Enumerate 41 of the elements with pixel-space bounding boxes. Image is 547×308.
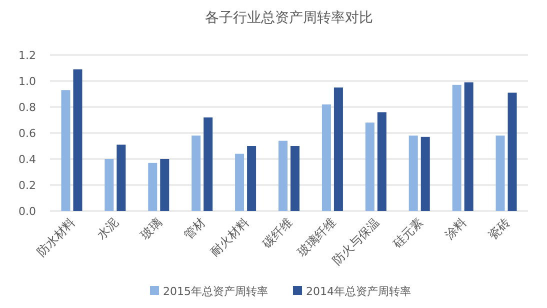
y-tick-label: 1.0 bbox=[18, 75, 36, 88]
x-tick-label: 碳纤维 bbox=[259, 215, 296, 252]
y-tick-label: 0.4 bbox=[18, 153, 36, 166]
bar bbox=[235, 154, 244, 211]
chart-title: 各子行业总资产周转率对比 bbox=[205, 10, 373, 26]
x-tick-label: 玻璃 bbox=[138, 215, 165, 242]
y-tick-label: 0.2 bbox=[18, 179, 36, 192]
bar bbox=[247, 146, 256, 211]
bar bbox=[452, 84, 462, 211]
bar bbox=[496, 136, 505, 211]
bar bbox=[73, 69, 82, 211]
bar bbox=[365, 122, 374, 211]
x-tick-label: 耐火材料 bbox=[208, 215, 252, 260]
bar bbox=[290, 146, 300, 211]
bar bbox=[322, 104, 331, 211]
y-tick-label: 0.0 bbox=[18, 205, 36, 218]
bar bbox=[116, 144, 126, 211]
x-tick-label: 涂料 bbox=[442, 215, 469, 242]
legend-label: 2014年总资产周转率 bbox=[306, 285, 411, 298]
y-tick-label: 0.6 bbox=[18, 127, 36, 140]
bar bbox=[192, 136, 201, 211]
x-tick-label: 硅元素 bbox=[389, 215, 426, 252]
bar bbox=[104, 159, 114, 211]
bar bbox=[204, 117, 213, 211]
bar bbox=[278, 140, 288, 211]
x-tick-label: 水泥 bbox=[94, 215, 122, 242]
x-tick-label: 防水材料 bbox=[34, 215, 78, 260]
bar bbox=[408, 136, 418, 211]
x-tick-label: 管材 bbox=[181, 215, 208, 242]
bar bbox=[377, 112, 386, 211]
bar bbox=[464, 82, 474, 211]
y-tick-label: 1.2 bbox=[18, 49, 36, 62]
bar bbox=[508, 92, 517, 211]
bar bbox=[61, 90, 70, 211]
bar bbox=[420, 136, 430, 211]
bar bbox=[148, 162, 158, 211]
legend-label: 2015年总资产周转率 bbox=[163, 285, 268, 298]
bar bbox=[334, 88, 343, 211]
bar bbox=[160, 159, 170, 211]
x-tick-label: 瓷砖 bbox=[486, 215, 512, 242]
y-tick-label: 0.8 bbox=[18, 101, 36, 114]
